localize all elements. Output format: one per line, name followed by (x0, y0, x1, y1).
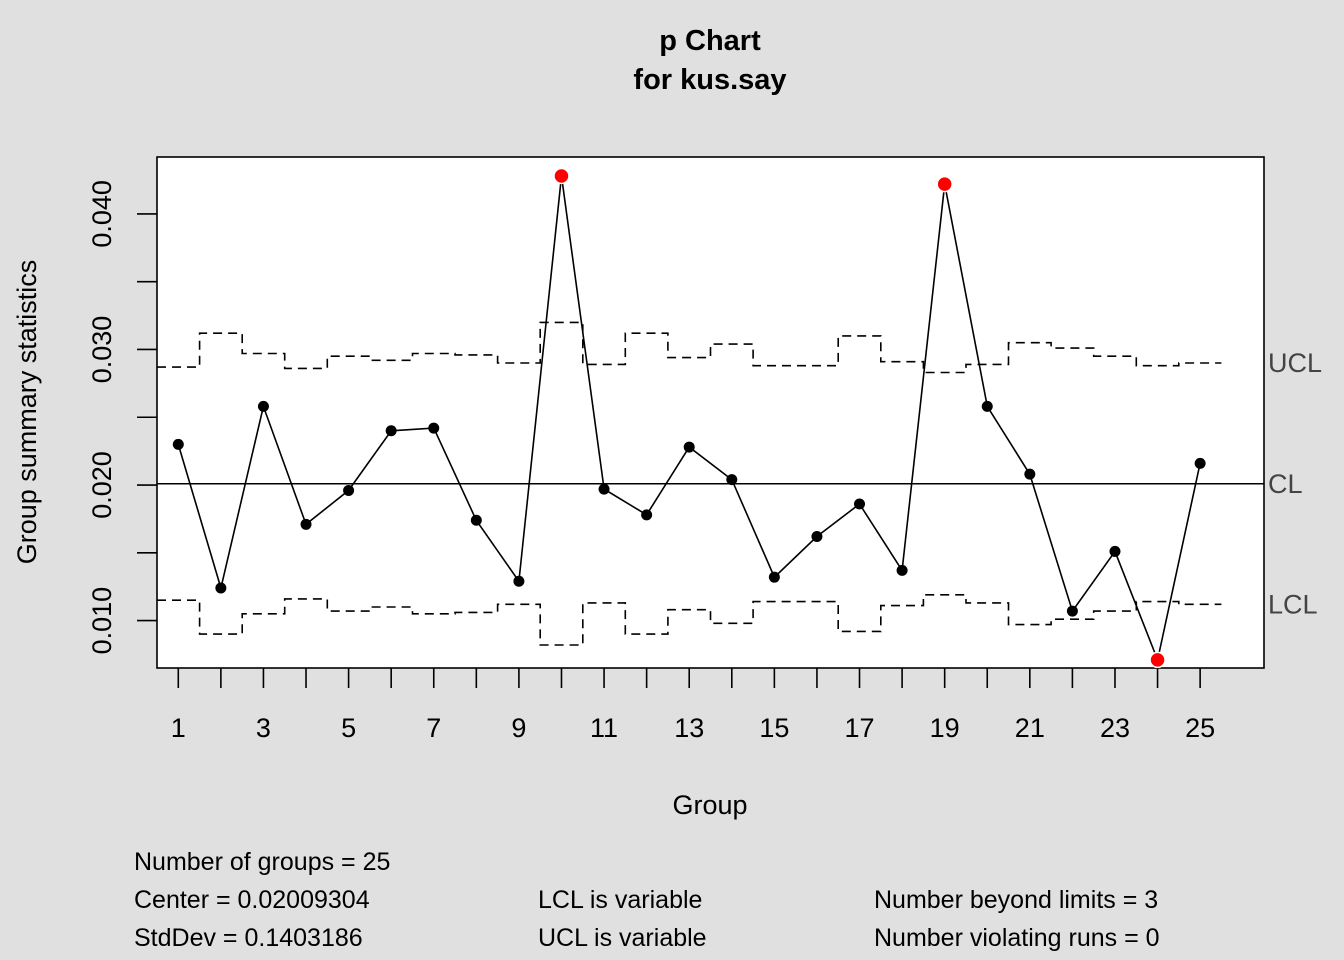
x-tick-label: 19 (930, 713, 960, 743)
data-point (1109, 545, 1121, 557)
lcl-line (157, 594, 1222, 646)
chart-subtitle: for kus.say (633, 64, 786, 96)
data-point (257, 400, 269, 412)
x-tick-label: 25 (1185, 713, 1215, 743)
data-point (811, 531, 823, 543)
ucl-label: UCL (1268, 348, 1322, 378)
stat-number-beyond-limits: Number beyond limits = 3 (874, 886, 1159, 914)
x-tick-label: 15 (759, 713, 789, 743)
data-point (215, 582, 227, 594)
ucl-line (157, 321, 1222, 374)
stat-number-of-groups: Number of groups = 25 (134, 848, 391, 876)
data-point (683, 441, 695, 453)
data-point (726, 474, 738, 486)
x-tick-label: 3 (256, 713, 271, 743)
stat-center: Center = 0.02009304 (134, 886, 370, 914)
data-point (981, 400, 993, 412)
x-tick-label: 23 (1100, 713, 1130, 743)
data-point (428, 422, 440, 434)
lcl-label: LCL (1268, 589, 1318, 619)
x-tick-label: 13 (674, 713, 704, 743)
data-point (854, 498, 866, 510)
y-tick-label: 0.030 (87, 316, 117, 384)
violation-point (553, 167, 570, 185)
data-point (896, 564, 908, 576)
stat-lcl-variable: LCL is variable (538, 886, 703, 914)
x-tick-label: 9 (511, 713, 526, 743)
data-point (598, 483, 610, 495)
stat-ucl-variable: UCL is variable (538, 924, 707, 952)
x-tick-label: 7 (426, 713, 441, 743)
x-tick-label: 17 (844, 713, 874, 743)
data-point (641, 509, 653, 521)
data-point (1066, 605, 1078, 617)
data-point (343, 484, 355, 496)
x-tick-label: 21 (1015, 713, 1045, 743)
y-tick-label: 0.020 (87, 451, 117, 519)
violation-point (936, 175, 953, 193)
data-point (768, 571, 780, 583)
x-axis-label: Group (672, 790, 747, 820)
cl-label: CL (1268, 469, 1303, 499)
chart-title: p Chart (659, 25, 761, 57)
plot-panel (156, 156, 1265, 669)
data-point (300, 518, 312, 530)
data-point (385, 425, 397, 437)
y-tick-label: 0.040 (87, 180, 117, 248)
stat-number-violating-runs: Number violating runs = 0 (874, 924, 1160, 952)
stat-stddev: StdDev = 0.1403186 (134, 924, 363, 952)
y-tick-label: 0.010 (87, 587, 117, 655)
x-tick-label: 5 (341, 713, 356, 743)
data-point (470, 514, 482, 526)
y-axis-label: Group summary statistics (12, 260, 42, 565)
data-point (1194, 457, 1206, 469)
data-point (172, 438, 184, 450)
x-tick-label: 11 (590, 713, 618, 743)
violation-point (1149, 651, 1166, 669)
data-point (1024, 468, 1036, 480)
data-point (513, 575, 525, 587)
x-tick-label: 1 (171, 713, 186, 743)
